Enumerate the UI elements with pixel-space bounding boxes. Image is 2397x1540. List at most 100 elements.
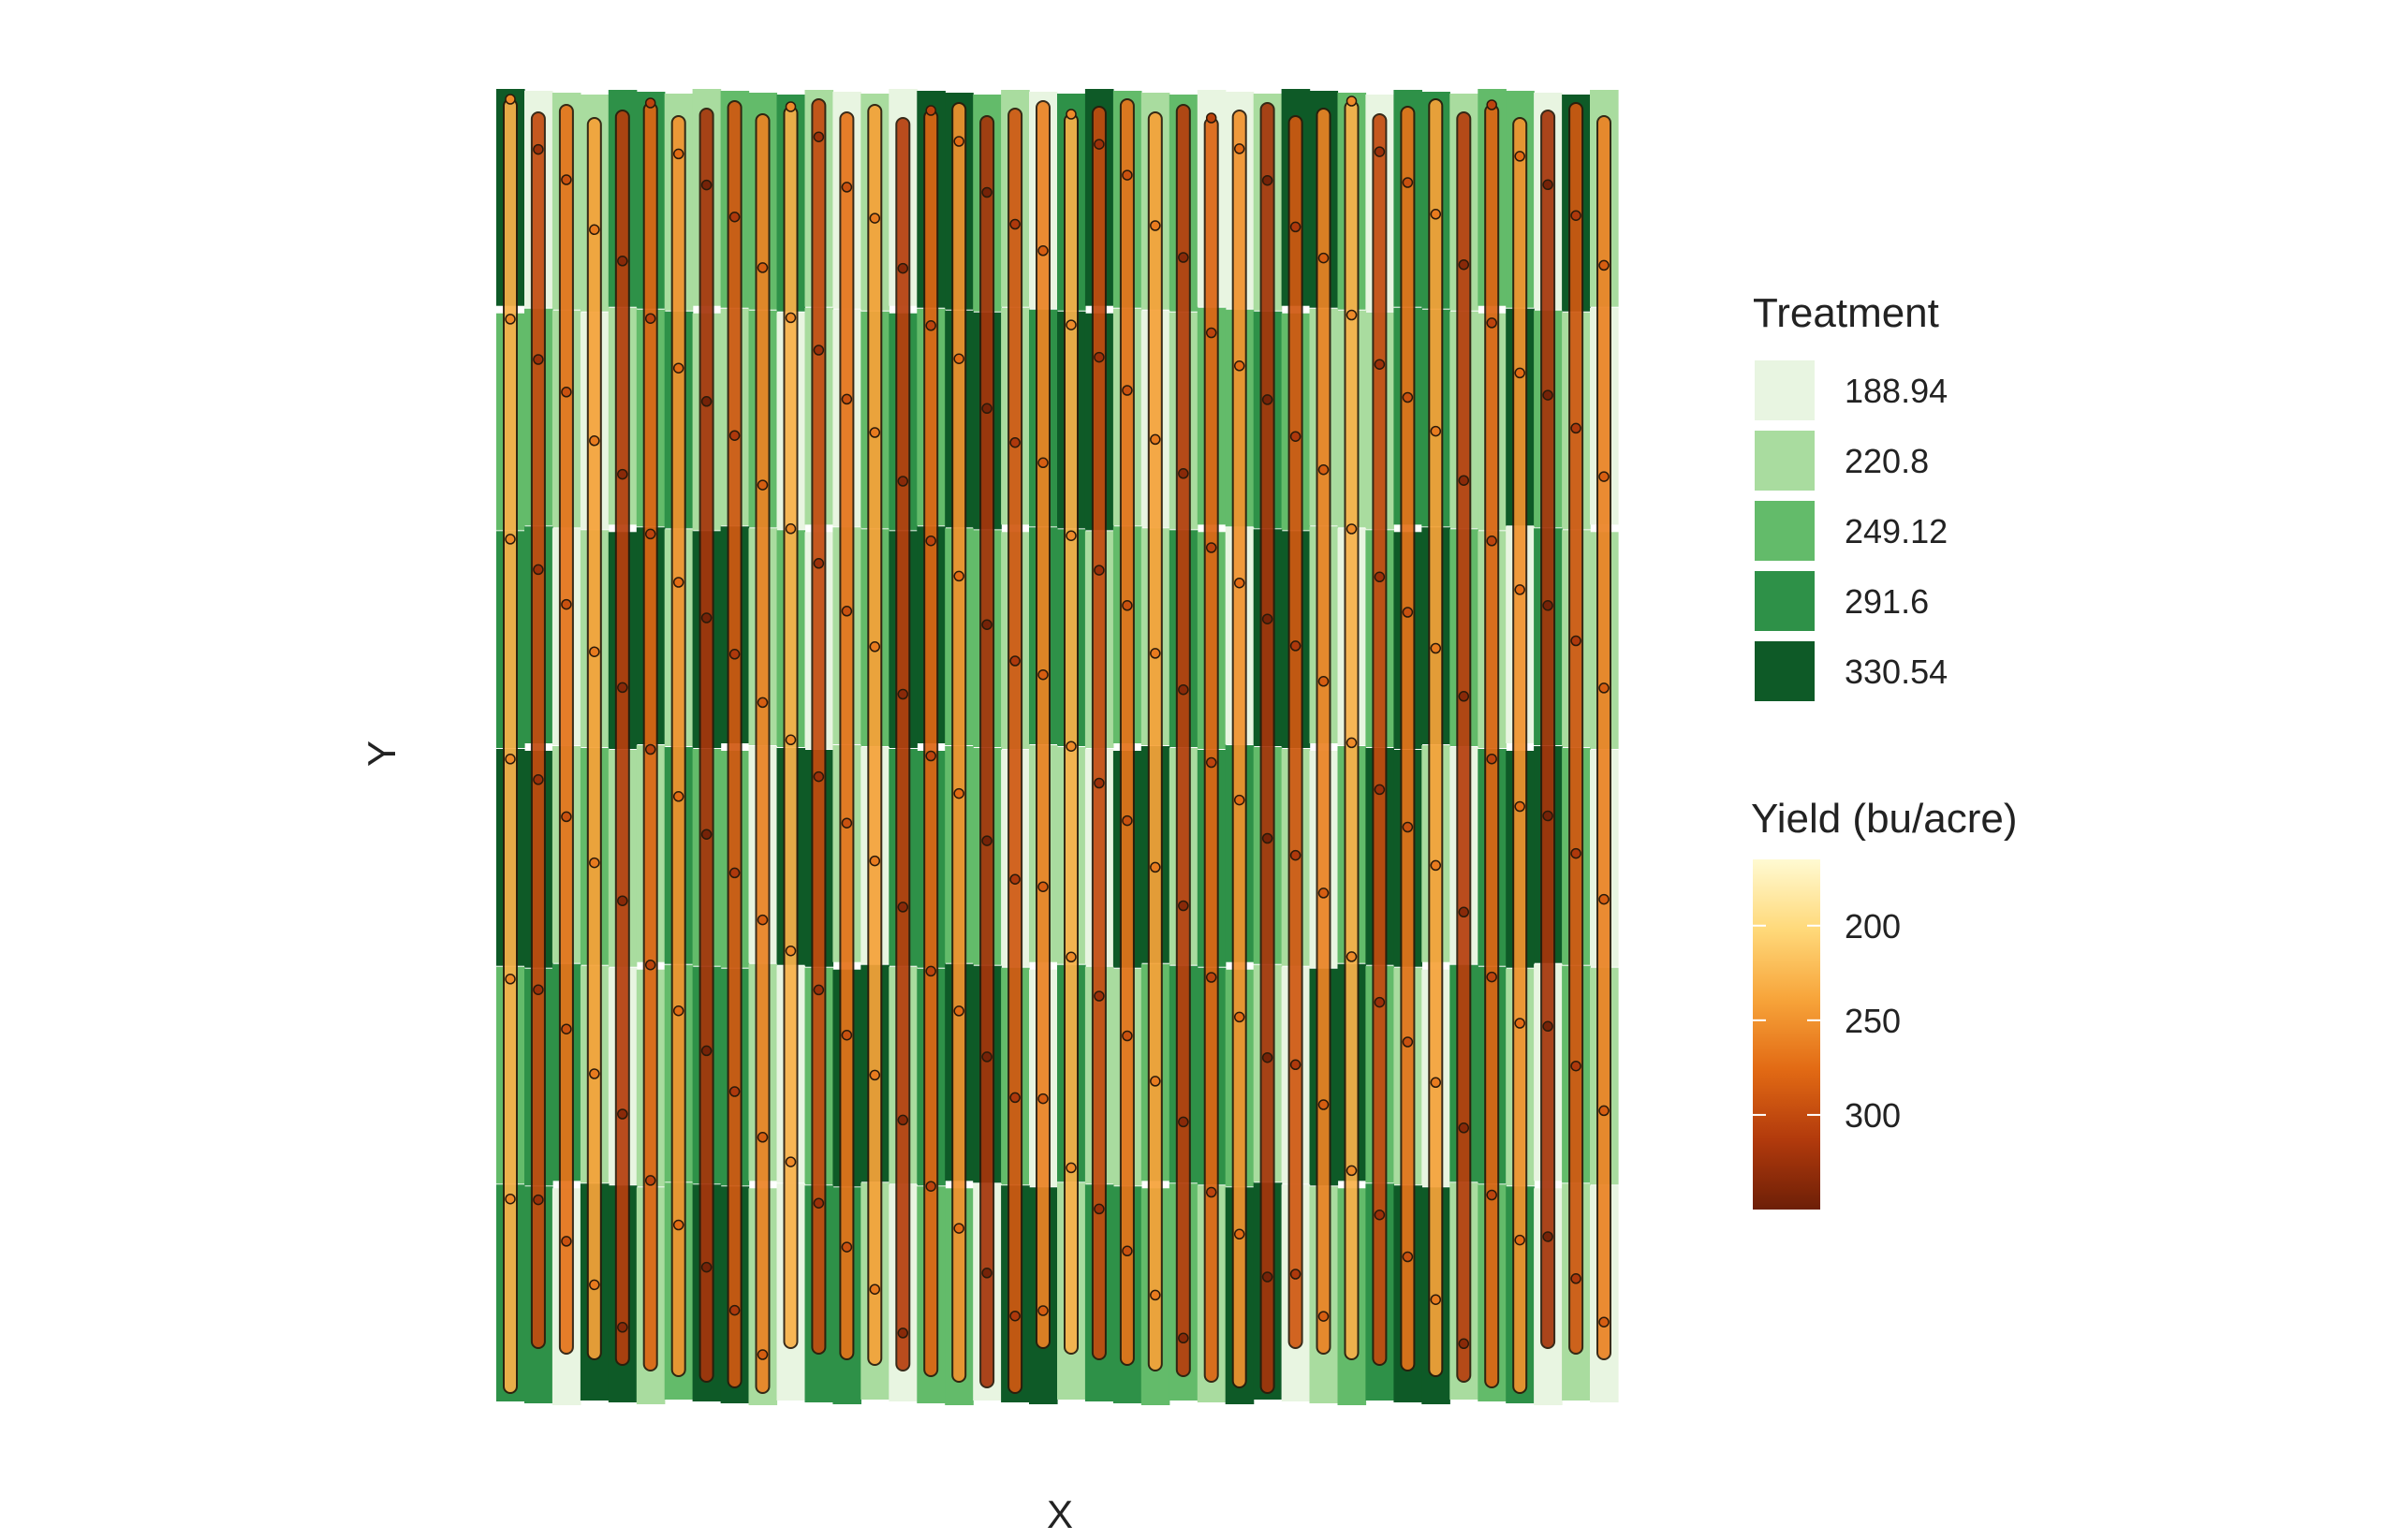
yield-point	[1514, 800, 1525, 813]
yield-point	[1346, 309, 1358, 321]
yield-pass	[1400, 106, 1416, 1371]
treatment-cells	[496, 89, 1619, 1405]
yield-point	[1514, 1234, 1525, 1246]
yield-point	[1233, 360, 1245, 372]
yield-point	[533, 774, 544, 785]
yield-point	[1514, 367, 1525, 379]
yield-point	[644, 97, 656, 109]
yield-point	[672, 148, 684, 160]
yield-point	[869, 1283, 881, 1295]
yield-point	[1150, 1289, 1161, 1301]
yield-pass	[755, 113, 771, 1394]
yield-point	[1346, 951, 1358, 962]
yield-point	[561, 387, 572, 398]
yield-pass	[1007, 108, 1023, 1394]
yield-legend-ticks: 200 250 300	[1753, 907, 1901, 1135]
yield-point	[1261, 1271, 1273, 1283]
yield-point	[589, 857, 600, 869]
yield-point	[785, 734, 797, 746]
yield-point	[813, 770, 825, 783]
yield-point	[1289, 1269, 1301, 1280]
yield-point	[869, 855, 881, 867]
yield-point	[813, 1197, 825, 1209]
yield-point	[1430, 209, 1442, 220]
yield-point	[589, 224, 600, 236]
yield-point	[700, 612, 713, 623]
yield-point	[617, 895, 628, 906]
yield-point	[1205, 112, 1217, 124]
yield-point	[813, 131, 825, 142]
yield-point	[644, 959, 656, 971]
yield-point	[1402, 177, 1414, 188]
yield-point	[561, 811, 572, 823]
yield-point	[672, 362, 684, 374]
yield-pass	[727, 100, 743, 1388]
yield-point	[1094, 351, 1105, 363]
yield-point	[813, 558, 825, 569]
yield-point	[925, 535, 936, 547]
yield-point	[1458, 258, 1470, 271]
yield-point	[505, 974, 516, 985]
yield-point	[1261, 394, 1273, 405]
yield-point	[1205, 542, 1217, 553]
treatment-key-swatch	[1755, 571, 1815, 631]
yield-point	[533, 564, 544, 576]
treatment-legend: Treatment 188.94 220.8 249.12 291.6 330.54	[1753, 290, 1948, 701]
yield-point	[1486, 971, 1497, 983]
yield-point	[1458, 1122, 1470, 1134]
yield-point	[700, 396, 713, 407]
yield-point	[1570, 635, 1581, 647]
treatment-key-swatch	[1755, 431, 1815, 491]
yield-pass	[1456, 111, 1472, 1383]
yield-tick-label: 250	[1845, 1002, 1901, 1040]
yield-point	[1178, 468, 1189, 479]
yield-point	[505, 754, 516, 765]
yield-point	[1458, 691, 1470, 702]
yield-point	[897, 902, 909, 913]
yield-point	[1289, 640, 1301, 652]
yield-pass	[699, 108, 714, 1383]
yield-pass	[979, 115, 995, 1388]
yield-point	[1598, 682, 1610, 694]
yield-pass	[530, 111, 546, 1349]
yield-point	[644, 528, 656, 540]
yield-point	[953, 353, 964, 364]
yield-point	[925, 105, 936, 116]
yield-point	[1066, 741, 1077, 752]
yield-point	[589, 1068, 600, 1079]
yield-point	[1205, 756, 1217, 769]
yield-pass	[1175, 104, 1191, 1377]
yield-point	[700, 1045, 713, 1057]
yield-point	[841, 1241, 853, 1253]
yield-point	[953, 1223, 964, 1234]
yield-tick-label: 300	[1845, 1096, 1901, 1135]
yield-point	[897, 688, 909, 700]
yield-point	[1542, 179, 1553, 191]
treatment-key-swatch	[1755, 360, 1815, 420]
yield-point	[1205, 1186, 1217, 1198]
yield-point	[1009, 1310, 1021, 1322]
yield-point	[953, 787, 964, 799]
yield-point	[1598, 471, 1610, 482]
yield-point	[1122, 1245, 1133, 1257]
yield-point	[1261, 1051, 1273, 1063]
yield-point	[1066, 319, 1077, 330]
yield-point	[1289, 221, 1301, 233]
yield-point	[1402, 821, 1414, 833]
yield-pass	[867, 104, 883, 1366]
yield-point	[1374, 996, 1386, 1008]
yield-point	[1009, 218, 1021, 230]
yield-point	[561, 1023, 572, 1034]
yield-point	[1402, 1036, 1414, 1048]
yield-point	[1486, 317, 1497, 329]
yield-point	[1458, 906, 1470, 918]
yield-point	[1374, 146, 1386, 157]
yield-point	[981, 403, 993, 415]
yield-point	[925, 965, 936, 977]
yield-point	[1205, 327, 1217, 339]
yield-point	[1009, 1092, 1021, 1104]
yield-point	[981, 186, 993, 198]
yield-point	[1094, 139, 1105, 150]
yield-point	[617, 468, 628, 480]
yield-point	[981, 1268, 993, 1279]
